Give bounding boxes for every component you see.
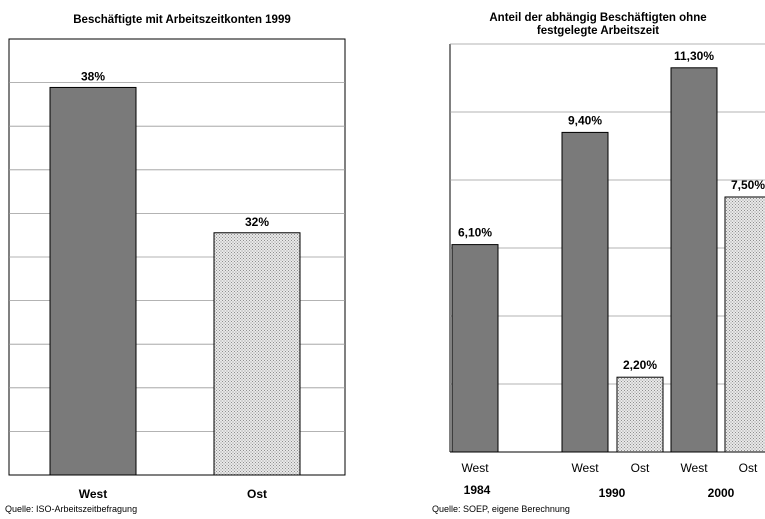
chart2-bar-ost-1990 xyxy=(616,376,664,453)
chart2-category-ost-2000: Ost xyxy=(739,461,758,475)
chart1-bars: 38% 32% xyxy=(49,69,301,476)
chart1-category-west: West xyxy=(79,487,107,501)
chart2-category-west-1990: West xyxy=(571,461,599,475)
chart2-data-label-ost-2000: 7,50% xyxy=(731,178,765,192)
chart2-category-ost-1990: Ost xyxy=(631,461,650,475)
chart-no-fixed-working-time: Anteil der abhängig Beschäftigten ohne f… xyxy=(432,12,765,514)
chart-employees-time-accounts: Beschäftigte mit Arbeitszeitkonten 1999 … xyxy=(5,14,346,514)
chart1-category-ost: Ost xyxy=(247,487,267,501)
chart1-bar-west xyxy=(49,86,137,476)
chart2-bar-west-2000 xyxy=(670,67,718,453)
chart2-title-line1: Anteil der abhängig Beschäftigten ohne xyxy=(489,12,706,24)
chart1-title: Beschäftigte mit Arbeitszeitkonten 1999 xyxy=(73,14,291,26)
chart2-bar-west-1984 xyxy=(451,244,499,453)
chart1-data-label-ost: 32% xyxy=(245,215,269,229)
chart2-group-1990: 1990 xyxy=(599,486,626,500)
chart2-category-west-2000: West xyxy=(680,461,708,475)
chart1-source: Quelle: ISO-Arbeitszeitbefragung xyxy=(5,504,137,514)
chart2-bar-west-1990 xyxy=(561,131,609,453)
chart2-source: Quelle: SOEP, eigene Berechnung xyxy=(432,504,570,514)
chart2-group-1984: 1984 xyxy=(464,483,491,497)
chart1-bar-ost xyxy=(213,232,301,476)
chart2-title-line2: festgelegte Arbeitszeit xyxy=(537,25,659,37)
chart2-data-label-ost-1990: 2,20% xyxy=(623,358,657,372)
chart2-data-label-west-2000: 11,30% xyxy=(674,49,714,63)
chart2-bars: 6,10% 9,40% 2,20% 11,30% 7,50% xyxy=(451,49,765,453)
chart1-data-label-west: 38% xyxy=(81,69,105,83)
chart2-data-label-west-1990: 9,40% xyxy=(568,113,602,127)
chart2-group-2000: 2000 xyxy=(708,486,735,500)
chart2-data-label-west-1984: 6,10% xyxy=(458,226,492,240)
chart2-category-west-1984: West xyxy=(461,461,489,475)
chart2-bar-ost-2000 xyxy=(724,196,765,453)
